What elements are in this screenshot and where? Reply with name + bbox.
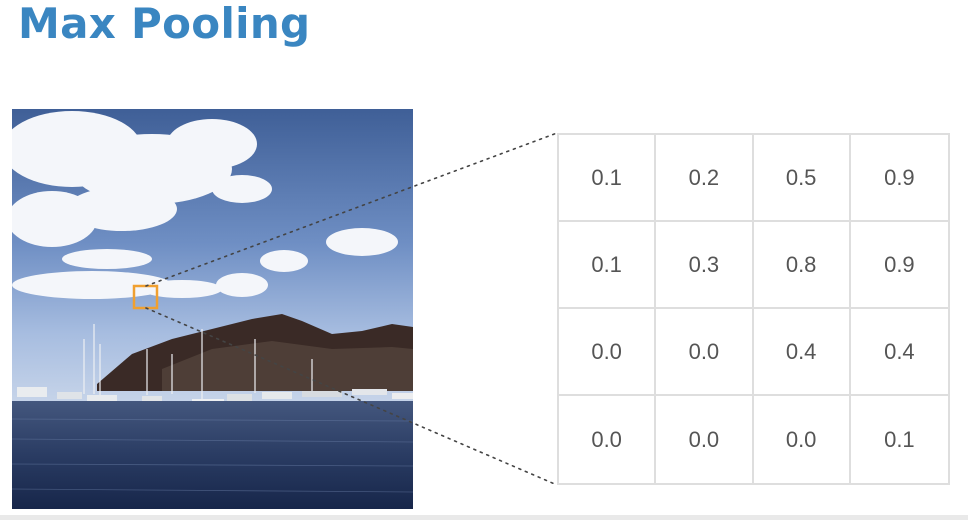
grid-cell: 0.0 — [754, 396, 851, 483]
grid-cell: 0.0 — [656, 396, 754, 483]
grid-cell: 0.8 — [753, 222, 851, 309]
grid-cell: 0.0 — [559, 309, 657, 396]
grid-cell: 0.1 — [559, 222, 657, 309]
grid-cell: 0.0 — [559, 396, 657, 483]
grid-cell: 0.9 — [850, 135, 948, 222]
grid-cell: 0.5 — [753, 135, 851, 222]
harbor-photo — [12, 109, 413, 509]
page-title: Max Pooling — [18, 0, 311, 48]
grid-cell: 0.3 — [656, 222, 754, 309]
grid-cell: 0.0 — [656, 309, 754, 396]
grid-cell: 0.4 — [850, 309, 948, 396]
bottom-divider — [0, 515, 968, 520]
grid-cell: 0.2 — [656, 135, 754, 222]
grid-cell: 0.4 — [753, 309, 851, 396]
sea — [12, 401, 413, 509]
grid-cell: 0.1 — [559, 135, 657, 222]
grid-cell: 0.9 — [850, 222, 948, 309]
grid-cell: 0.1 — [884, 426, 915, 452]
feature-map-grid: 0.1 0.2 0.5 0.9 0.1 0.3 0.8 0.9 0.0 0.0 … — [557, 133, 950, 485]
